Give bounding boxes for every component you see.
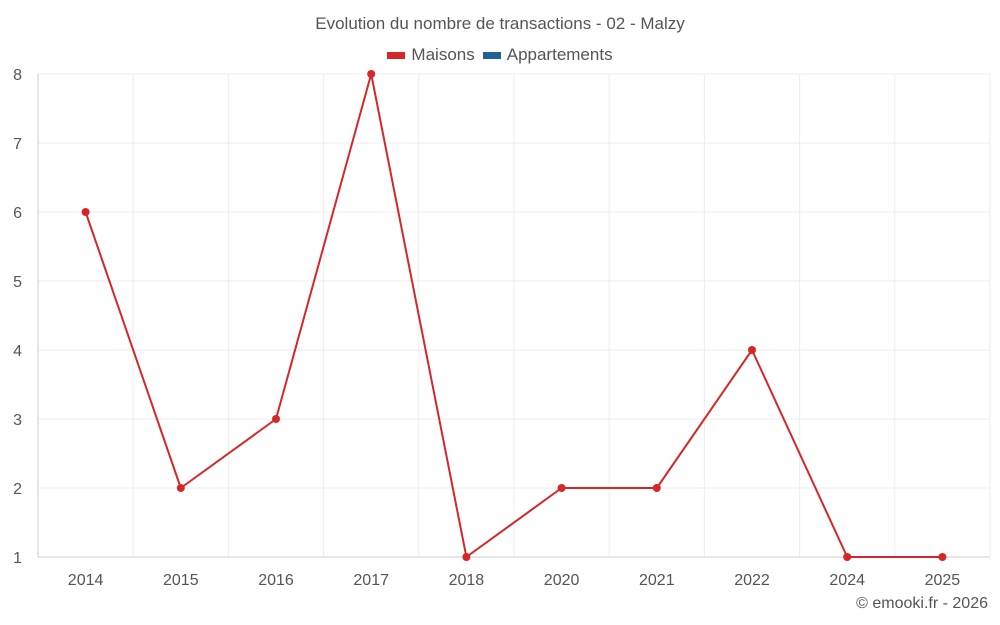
legend-swatch-maisons bbox=[387, 51, 406, 59]
x-tick-label: 2024 bbox=[829, 572, 865, 589]
y-tick-label: 5 bbox=[13, 274, 22, 291]
y-tick-label: 4 bbox=[13, 343, 22, 360]
y-tick-label: 8 bbox=[13, 67, 22, 84]
data-point-maisons bbox=[272, 415, 280, 423]
data-point-maisons bbox=[652, 484, 661, 492]
legend-item-appartements[interactable]: Appartements bbox=[482, 45, 613, 65]
data-point-maisons bbox=[176, 484, 185, 492]
y-tick-label: 1 bbox=[13, 550, 22, 567]
series-line-maisons bbox=[84, 73, 943, 558]
x-tick-label: 2016 bbox=[258, 572, 294, 589]
legend-label-appartements: Appartements bbox=[506, 45, 613, 64]
x-tick-label: 2020 bbox=[544, 572, 580, 589]
copyright-footer: © emooki.fr - 2026 bbox=[856, 595, 988, 612]
data-point-maisons bbox=[81, 208, 90, 216]
legend-swatch-appartements bbox=[482, 51, 501, 59]
x-tick-label: 2015 bbox=[163, 572, 199, 589]
x-tick-label: 2017 bbox=[353, 572, 389, 589]
data-point-maisons bbox=[748, 346, 756, 354]
chart-title: Evolution du nombre de transactions - 02… bbox=[315, 14, 685, 33]
data-point-maisons bbox=[367, 70, 376, 78]
y-tick-label: 2 bbox=[13, 481, 22, 498]
x-tick-label: 2018 bbox=[449, 572, 485, 589]
data-point-maisons bbox=[843, 553, 852, 561]
data-point-maisons bbox=[557, 484, 566, 492]
data-point-maisons bbox=[938, 553, 947, 561]
legend: Maisons Appartements bbox=[0, 45, 1000, 65]
x-tick-label: 2014 bbox=[68, 572, 104, 589]
x-tick-label: 2022 bbox=[734, 572, 770, 589]
x-tick-label: 2021 bbox=[639, 572, 675, 589]
legend-label-maisons: Maisons bbox=[411, 45, 475, 64]
y-tick-label: 7 bbox=[13, 136, 22, 153]
data-point-maisons bbox=[462, 553, 471, 561]
y-tick-label: 3 bbox=[13, 412, 22, 429]
y-tick-label: 6 bbox=[13, 205, 22, 222]
legend-item-maisons[interactable]: Maisons bbox=[387, 45, 475, 65]
x-tick-label: 2025 bbox=[925, 572, 961, 589]
